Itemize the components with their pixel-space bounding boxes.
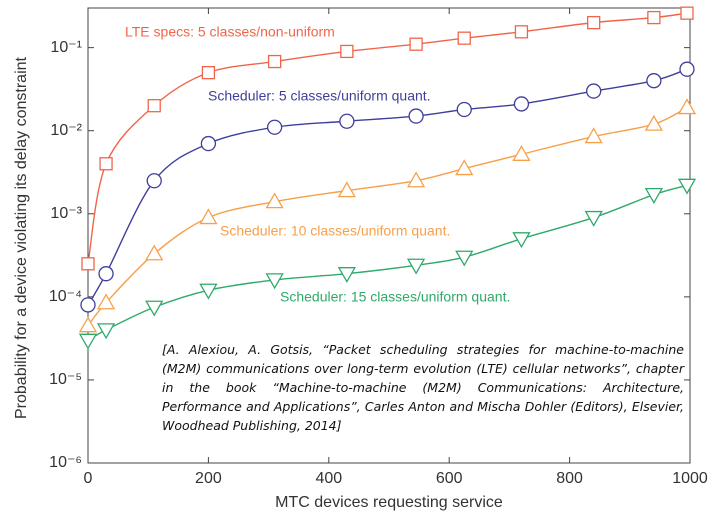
marker <box>408 108 424 124</box>
marker <box>145 244 164 261</box>
marker <box>584 210 603 227</box>
y-tick-label: 10⁻² <box>50 122 82 139</box>
marker <box>99 157 113 171</box>
marker <box>96 293 116 310</box>
marker <box>81 257 95 271</box>
marker <box>647 10 661 25</box>
marker <box>96 323 116 340</box>
marker <box>265 273 284 290</box>
marker <box>677 98 697 115</box>
marker <box>267 54 282 69</box>
marker <box>406 258 426 275</box>
y-tick-label: 10⁻⁴ <box>49 288 82 305</box>
x-axis-label: MTC devices requesting service <box>275 494 503 511</box>
marker <box>680 6 694 20</box>
series-label: Scheduler: 15 classes/uniform quant. <box>280 289 510 305</box>
marker <box>644 187 664 204</box>
marker <box>337 267 356 284</box>
marker <box>679 61 695 77</box>
x-tick-label: 200 <box>195 470 222 487</box>
y-tick-label: 10⁻¹ <box>50 39 82 56</box>
marker <box>146 173 162 189</box>
marker <box>513 96 530 112</box>
marker <box>78 316 98 333</box>
marker <box>265 192 284 209</box>
marker <box>455 159 474 176</box>
marker <box>584 127 603 144</box>
y-tick-label: 10⁻³ <box>50 205 82 222</box>
marker <box>201 65 216 80</box>
marker <box>512 144 531 161</box>
marker <box>147 99 161 113</box>
marker <box>646 73 662 89</box>
marker <box>337 181 356 198</box>
marker <box>455 250 474 267</box>
series-line <box>87 184 688 341</box>
marker <box>586 83 602 99</box>
marker <box>266 119 283 135</box>
y-axis-label: Probability for a device violating its d… <box>13 56 30 419</box>
marker <box>406 171 426 188</box>
marker <box>457 31 471 45</box>
citation: [A. Alexiou, A. Gotsis, “Packet scheduli… <box>162 340 684 435</box>
series-label: Scheduler: 10 classes/uniform quant. <box>220 223 450 239</box>
x-tick-label: 600 <box>436 470 463 487</box>
marker <box>80 297 96 313</box>
marker <box>456 101 472 118</box>
marker <box>78 333 98 350</box>
y-tick-label: 10⁻⁵ <box>49 371 82 388</box>
marker <box>677 178 697 195</box>
x-tick-label: 0 <box>84 470 93 487</box>
x-tick-label: 400 <box>315 470 342 487</box>
marker <box>512 232 531 249</box>
marker <box>587 15 601 30</box>
marker <box>409 37 423 51</box>
marker <box>145 300 164 317</box>
series-label: Scheduler: 5 classes/uniform quant. <box>208 88 431 104</box>
series-label: LTE specs: 5 classes/non-uniform <box>125 24 335 40</box>
x-tick-label: 1000 <box>672 470 708 487</box>
x-tick-label: 800 <box>556 470 583 487</box>
marker <box>644 114 664 131</box>
marker <box>199 283 218 300</box>
marker <box>339 113 355 129</box>
marker <box>200 135 217 152</box>
marker <box>340 44 354 59</box>
marker <box>98 266 114 282</box>
plot-frame <box>87 7 691 464</box>
marker <box>514 25 529 39</box>
y-tick-label: 10⁻⁶ <box>49 454 82 471</box>
marker <box>199 208 218 225</box>
